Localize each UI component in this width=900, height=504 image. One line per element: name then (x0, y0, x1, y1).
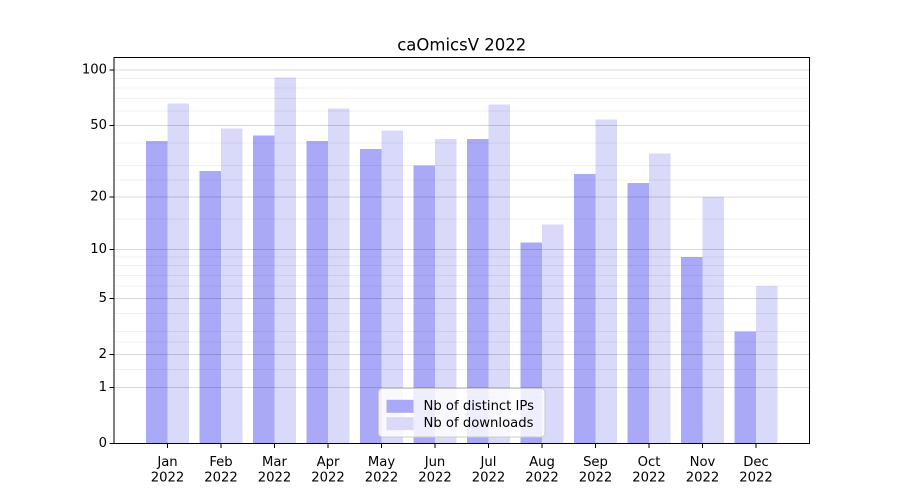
x-tick-label: Dec 2022 (739, 455, 773, 486)
bar-downloads (435, 139, 457, 444)
bar-downloads (542, 224, 564, 444)
x-tick-label: Apr 2022 (311, 455, 345, 486)
x-tick-label: Aug 2022 (525, 455, 559, 486)
bar-downloads (649, 153, 671, 444)
bar-downloads (221, 128, 243, 444)
bar-downloads (167, 103, 189, 444)
y-tick-label: 50 (90, 118, 107, 133)
bar-distinct-ips (199, 171, 221, 444)
bar-downloads (274, 77, 296, 444)
bar-distinct-ips (574, 173, 596, 444)
x-tick-label: Jun 2022 (418, 455, 452, 486)
legend-swatch-distinct-ips-icon (386, 399, 414, 413)
bar-downloads (488, 104, 510, 444)
plot-area: 0 1 2 5 10 20 50 100 Jan 2022 Feb 2022 Mar 2022 Apr 202… (82, 57, 810, 486)
bar-distinct-ips (306, 141, 328, 444)
bar-downloads (756, 286, 778, 444)
x-tick-label: May 2022 (365, 455, 399, 486)
x-tick-label: Jan 2022 (151, 455, 185, 486)
y-tick-label: 5 (99, 291, 107, 306)
y-tick-label: 2 (99, 347, 107, 362)
x-tick-label: Mar 2022 (258, 455, 292, 486)
legend-swatch-downloads-icon (386, 417, 414, 431)
y-tick-label: 1 (99, 380, 107, 395)
x-tick-label: Feb 2022 (204, 455, 238, 486)
y-tick-label: 20 (90, 190, 107, 205)
bar-distinct-ips (146, 141, 168, 444)
bar-distinct-ips (734, 331, 756, 444)
legend-box (378, 388, 546, 438)
bar-downloads (381, 130, 403, 444)
x-tick-label: Jul 2022 (472, 455, 506, 486)
y-tick-label: 100 (82, 63, 107, 78)
legend-label-distinct-ips: Nb of distinct IPs (424, 399, 535, 414)
bar-distinct-ips (360, 149, 382, 444)
bar-distinct-ips (253, 135, 275, 444)
legend: Nb of distinct IPs Nb of downloads (378, 388, 546, 438)
x-tick-label: Oct 2022 (632, 455, 666, 486)
bar-downloads (328, 108, 350, 444)
bar-downloads (595, 119, 617, 444)
plot-frame (113, 57, 810, 444)
bar-distinct-ips (681, 257, 703, 444)
x-tick-label: Nov 2022 (686, 455, 720, 486)
bar-distinct-ips (627, 183, 649, 444)
y-tick-label: 0 (99, 436, 107, 451)
bar-downloads (702, 197, 724, 444)
legend-label-downloads: Nb of downloads (424, 416, 534, 431)
bar-distinct-ips (413, 165, 435, 444)
x-tick-label: Sep 2022 (579, 455, 613, 486)
y-tick-label: 10 (90, 242, 107, 257)
bar-distinct-ips (467, 139, 489, 444)
chart-title: caOmicsV 2022 (397, 36, 526, 55)
